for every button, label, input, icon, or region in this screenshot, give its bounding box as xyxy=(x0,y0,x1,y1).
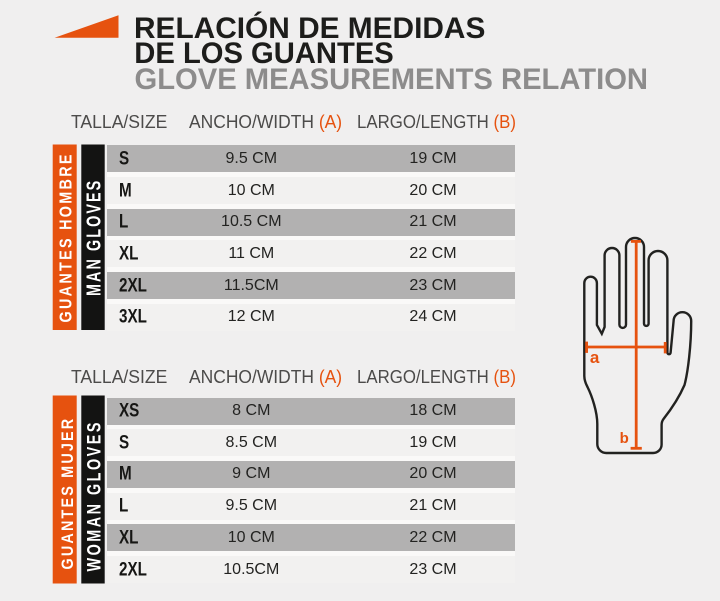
svg-text:MAN GLOVES: MAN GLOVES xyxy=(82,179,105,296)
svg-text:b: b xyxy=(620,430,629,447)
svg-text:GUANTES HOMBRE: GUANTES HOMBRE xyxy=(58,152,76,322)
svg-text:GUANTES MUJER: GUANTES MUJER xyxy=(59,417,77,570)
svg-text:WOMAN GLOVES: WOMAN GLOVES xyxy=(83,420,104,571)
svg-text:a: a xyxy=(590,348,600,367)
